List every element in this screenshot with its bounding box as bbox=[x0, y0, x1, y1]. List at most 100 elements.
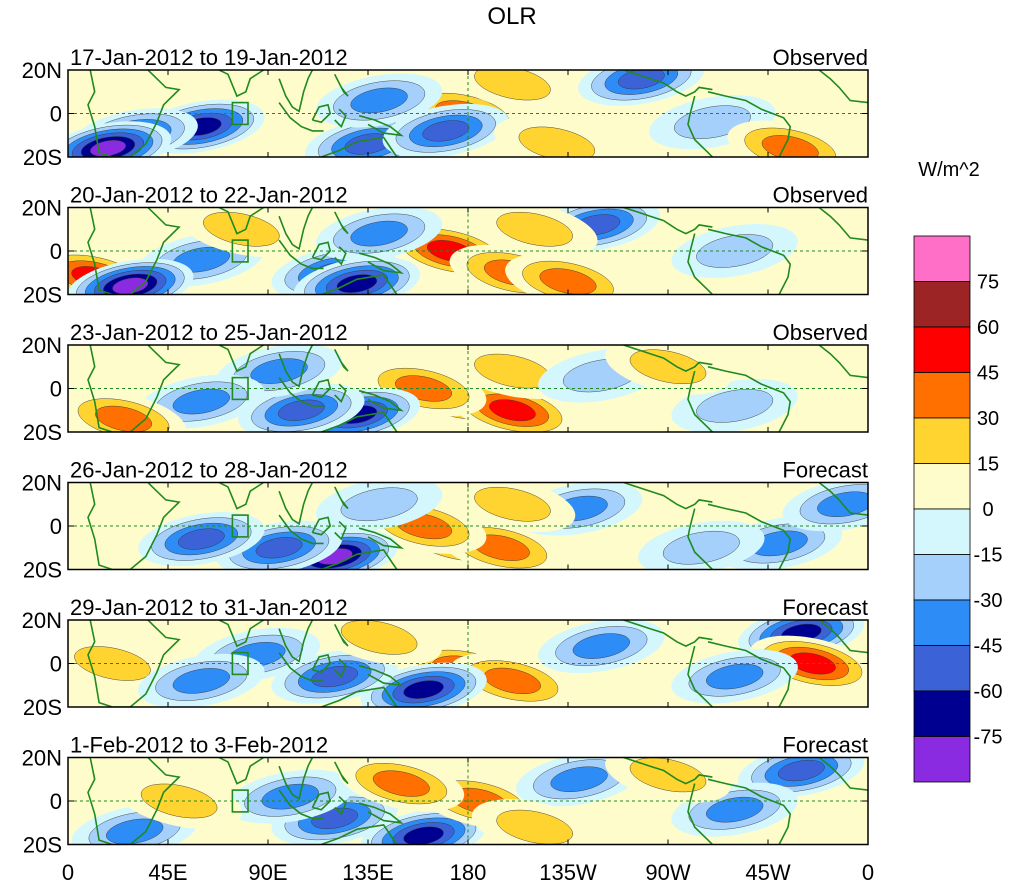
olr-anomaly-8 bbox=[382, 103, 509, 157]
x-tick-label: 180 bbox=[450, 860, 487, 885]
contour-level bbox=[372, 770, 430, 797]
coastline bbox=[311, 103, 332, 124]
panel-date-range: 29-Jan-2012 to 31-Jan-2012 bbox=[70, 595, 348, 620]
coastline bbox=[311, 791, 332, 811]
contour-level bbox=[706, 663, 764, 690]
colorbar-swatch bbox=[913, 372, 971, 419]
olr-anomaly-12 bbox=[316, 620, 442, 666]
olr-anomaly-12 bbox=[471, 799, 598, 845]
y-tick-label: 20N bbox=[22, 746, 62, 771]
coastline bbox=[87, 207, 181, 295]
olr-field bbox=[68, 620, 868, 707]
coastline bbox=[334, 246, 347, 266]
coastline bbox=[278, 345, 314, 388]
coastline bbox=[358, 664, 405, 687]
contour-level bbox=[629, 349, 707, 385]
y-tick-label: 0 bbox=[50, 102, 62, 127]
contour-level bbox=[172, 388, 230, 415]
contour-level bbox=[336, 274, 378, 293]
coastline bbox=[623, 482, 713, 510]
panel-kind: Forecast bbox=[782, 733, 868, 758]
panel-kind: Forecast bbox=[782, 458, 868, 483]
colorbar-swatch bbox=[913, 645, 971, 692]
contour-level bbox=[140, 783, 218, 819]
coastlines bbox=[87, 757, 868, 845]
colorbar-swatch bbox=[913, 281, 971, 328]
x-tick-label: 45E bbox=[148, 860, 187, 885]
coastline bbox=[334, 658, 347, 678]
coastline bbox=[278, 377, 324, 407]
panel-kind: Forecast bbox=[782, 595, 868, 620]
colorbar-swatch bbox=[913, 326, 971, 373]
contour-level bbox=[617, 70, 665, 90]
contour-level bbox=[550, 766, 608, 793]
coastline bbox=[687, 233, 713, 295]
olr-anomaly-5 bbox=[338, 757, 465, 812]
coastline bbox=[278, 70, 314, 113]
panel-kind: Observed bbox=[773, 45, 868, 70]
coastline bbox=[87, 620, 181, 707]
olr-anomaly-14 bbox=[68, 121, 172, 157]
coastline bbox=[687, 95, 713, 157]
coastline bbox=[87, 482, 181, 570]
olr-anomaly-6 bbox=[738, 757, 865, 798]
coastline bbox=[818, 482, 868, 516]
colorbar-tick-label: 75 bbox=[977, 272, 999, 294]
contour-level bbox=[403, 680, 444, 699]
y-tick-label: 20N bbox=[22, 333, 62, 358]
contour-level bbox=[203, 211, 280, 247]
coastline bbox=[818, 757, 868, 791]
x-tick-label: 45W bbox=[745, 860, 790, 885]
y-tick-label: 0 bbox=[50, 789, 62, 814]
contour-level bbox=[340, 487, 418, 522]
colorbar-unit-label: W/m^2 bbox=[918, 159, 980, 181]
coastline bbox=[623, 757, 713, 785]
olr-field bbox=[71, 757, 865, 845]
coastline bbox=[333, 349, 349, 372]
coastline bbox=[334, 108, 347, 129]
coastline bbox=[818, 620, 868, 654]
panel-2: 20N 0 20S 20-Jan-2012 to 22-Jan-2012 Observe… bbox=[22, 183, 869, 308]
olr-anomaly-9 bbox=[538, 620, 665, 674]
colorbar-tick-label: -30 bbox=[974, 590, 1003, 612]
coastline bbox=[358, 252, 405, 274]
panel-5: 20N 0 20S 29-Jan-2012 to 31-Jan-2012 Forecas… bbox=[22, 595, 869, 720]
olr-anomaly-10 bbox=[449, 482, 576, 533]
coastline bbox=[358, 114, 405, 137]
coastline bbox=[278, 207, 314, 251]
coastlines bbox=[87, 620, 868, 707]
contour-level bbox=[496, 211, 573, 247]
coastline bbox=[687, 370, 713, 432]
coastlines bbox=[87, 345, 868, 432]
y-tick-label: 20N bbox=[22, 608, 62, 633]
contour-level bbox=[777, 759, 825, 782]
olr-anomaly-10 bbox=[449, 70, 576, 111]
coastlines bbox=[87, 207, 868, 295]
contour-level bbox=[817, 491, 868, 518]
coastline bbox=[623, 345, 713, 372]
contour-level bbox=[539, 268, 597, 295]
colorbar-swatch bbox=[913, 463, 971, 510]
colorbar-tick-label: 30 bbox=[977, 408, 999, 430]
coastline bbox=[623, 207, 713, 235]
colorbar-swatch bbox=[913, 417, 971, 464]
coastline bbox=[358, 389, 405, 412]
colorbar-tick-label: 15 bbox=[977, 454, 999, 476]
coastline bbox=[218, 345, 265, 373]
coastline bbox=[278, 239, 324, 270]
coastline bbox=[311, 378, 332, 399]
coastline bbox=[278, 789, 324, 820]
coastline bbox=[311, 653, 332, 674]
y-tick-label: 20S bbox=[23, 145, 62, 170]
contour-level bbox=[662, 530, 740, 565]
coastline bbox=[818, 70, 868, 104]
colorbar: 75 60 45 30 15 0 -15 -30 -45 -60 -75 W/m^2 bbox=[913, 159, 1003, 783]
contour-level bbox=[474, 70, 551, 101]
olr-anomaly-9 bbox=[178, 207, 305, 258]
coastline bbox=[321, 136, 398, 157]
y-tick-label: 0 bbox=[50, 514, 62, 539]
coastline bbox=[218, 70, 265, 98]
y-tick-label: 0 bbox=[50, 652, 62, 677]
coastline bbox=[818, 207, 868, 241]
